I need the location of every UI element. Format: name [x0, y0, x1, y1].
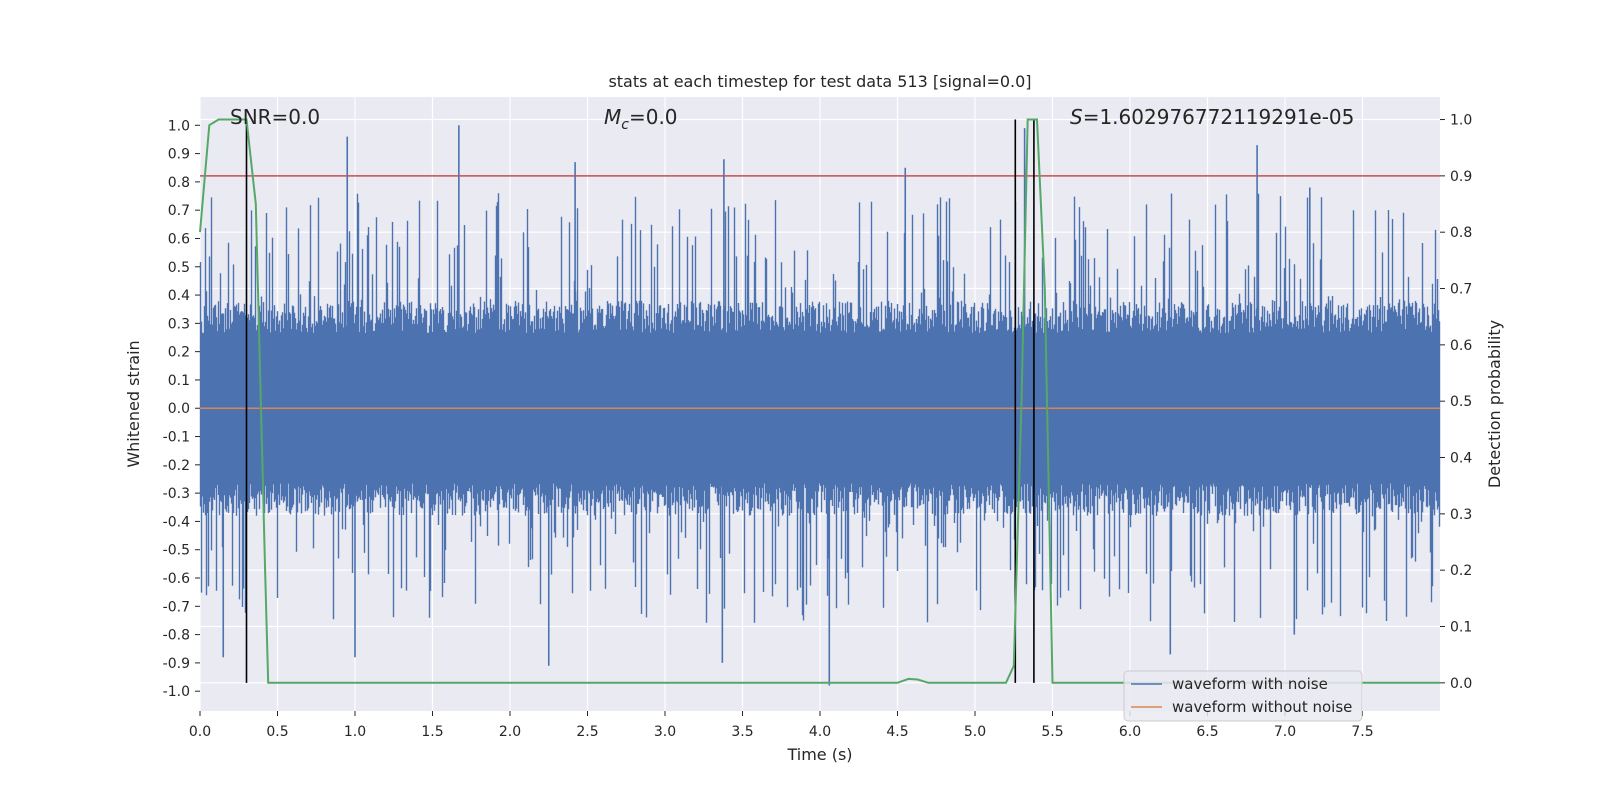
x-tick-label: 5.5: [1041, 724, 1063, 740]
x-tick-label: 5.0: [964, 724, 986, 740]
x-tick-label: 1.5: [421, 724, 443, 740]
y-left-tick-label: 0.9: [168, 147, 190, 163]
y-left-tick-label: 0.6: [168, 231, 190, 247]
y-right-tick-label: 0.4: [1450, 451, 1472, 467]
y-right-tick-label: 0.8: [1450, 225, 1472, 241]
y-left-tick-label: -0.1: [163, 430, 190, 446]
series-waveform-with-noise: [199, 125, 1441, 686]
y-left-tick-label: 0.8: [168, 175, 190, 191]
noise-trace: [199, 193, 1441, 623]
y-left-tick-label: 0.7: [168, 203, 190, 219]
x-tick-label: 3.5: [731, 724, 753, 740]
y-left-tick-label: -0.7: [163, 599, 190, 615]
y-left-tick-label: 1.0: [168, 118, 190, 134]
x-tick-label: 4.5: [886, 724, 908, 740]
x-tick-label: 0.5: [266, 724, 288, 740]
y-axis-right-label: Detection probability: [1485, 320, 1504, 488]
ticks: 0.0 0.5 1.0 1.5 2.0 2.5 3.0 3.5 4.0 4.5 5.0 5.5 6.0 6…: [163, 113, 1473, 740]
y-left-tick-label: 0.4: [168, 288, 190, 304]
y-left-tick-label: 0.3: [168, 316, 190, 332]
y-left-tick-label: -0.4: [163, 514, 190, 530]
x-tick-label: 7.5: [1351, 724, 1373, 740]
annotation-significance: S=1.602976772119291e-05: [1070, 105, 1354, 129]
y-left-tick-label: -0.9: [163, 656, 190, 672]
annotation-snr: SNR=0.0: [230, 105, 320, 129]
y-left-tick-label: 0.0: [168, 401, 190, 417]
y-right-tick-label: 0.5: [1450, 394, 1472, 410]
y-right-tick-label: 0.6: [1450, 338, 1472, 354]
x-tick-label: 2.0: [499, 724, 521, 740]
x-tick-label: 0.0: [189, 724, 211, 740]
y-left-tick-label: -0.5: [163, 543, 190, 559]
x-tick-label: 2.5: [576, 724, 598, 740]
legend-label-clean: waveform without noise: [1172, 698, 1352, 716]
y-left-tick-label: 0.2: [168, 345, 190, 361]
y-right-tick-label: 0.1: [1450, 620, 1472, 636]
x-axis-label: Time (s): [786, 745, 852, 764]
y-left-tick-label: -0.8: [163, 628, 190, 644]
x-tick-label: 4.0: [809, 724, 831, 740]
x-tick-label: 1.0: [344, 724, 366, 740]
x-tick-label: 6.0: [1119, 724, 1141, 740]
y-right-tick-label: 0.0: [1450, 676, 1472, 692]
y-right-tick-label: 0.2: [1450, 563, 1472, 579]
y-left-tick-label: -0.6: [163, 571, 190, 587]
y-right-tick-label: 0.3: [1450, 507, 1472, 523]
x-tick-label: 6.5: [1196, 724, 1218, 740]
y-right-tick-label: 0.7: [1450, 282, 1472, 298]
y-right-tick-label: 0.9: [1450, 169, 1472, 185]
y-left-tick-label: 0.5: [168, 260, 190, 276]
legend-box: [1123, 670, 1363, 722]
legend: waveform with noise waveform without noi…: [1123, 670, 1363, 722]
y-left-tick-label: 0.1: [168, 373, 190, 389]
annotation-chirp-mass: Mc=0.0: [604, 105, 678, 133]
y-left-tick-label: -1.0: [163, 684, 190, 700]
chart-title: stats at each timestep for test data 513…: [608, 72, 1031, 91]
y-left-tick-label: -0.3: [163, 486, 190, 502]
y-right-tick-label: 1.0: [1450, 113, 1472, 129]
series-detection-probability: [199, 118, 1440, 684]
x-tick-label: 3.0: [654, 724, 676, 740]
legend-label-noise: waveform with noise: [1172, 675, 1328, 693]
y-left-tick-label: -0.2: [163, 458, 190, 474]
x-tick-label: 7.0: [1274, 724, 1296, 740]
y-axis-left-label: Whitened strain: [124, 340, 143, 467]
